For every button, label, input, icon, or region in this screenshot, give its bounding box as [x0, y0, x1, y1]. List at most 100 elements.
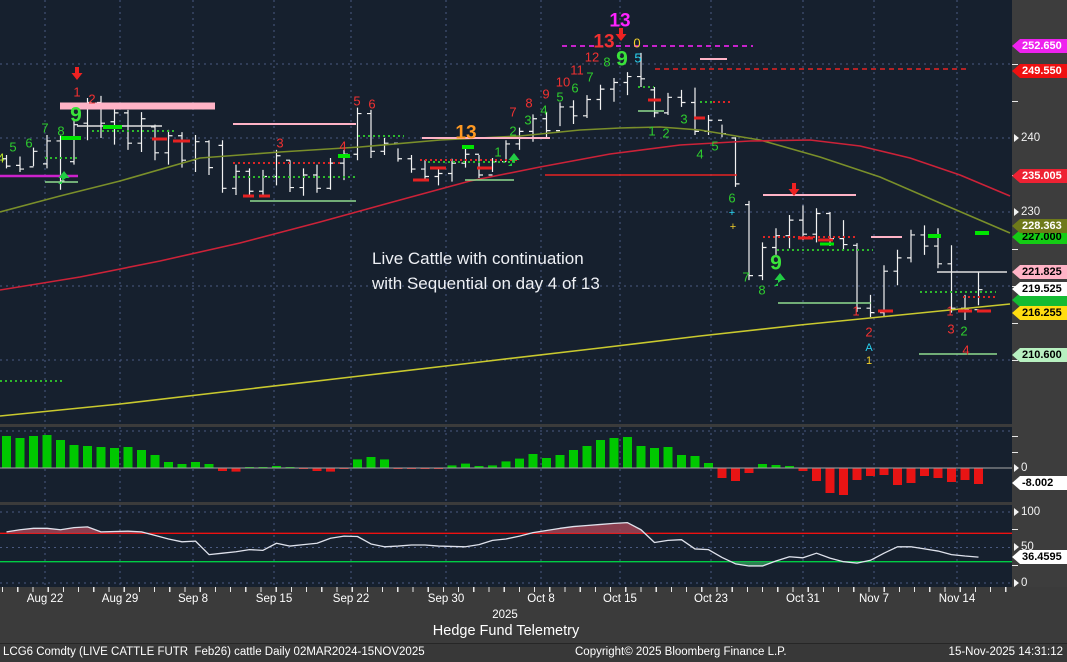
axis-tick-label: 100 — [1014, 506, 1040, 518]
axis-tick — [1012, 248, 1018, 250]
price-bar — [232, 164, 240, 195]
ma-red — [0, 139, 1011, 291]
seq-count: 3 — [680, 112, 687, 127]
x-axis-label: Sep 15 — [255, 593, 293, 605]
volume-bar — [731, 468, 740, 481]
price-bar — [245, 168, 254, 196]
volume-bar — [501, 461, 511, 468]
price-level-badge: -8.002 — [1012, 476, 1067, 490]
tick-arrow-icon — [1014, 133, 1019, 142]
volume-bar — [29, 436, 38, 468]
seq-count: 4 — [696, 147, 703, 162]
axis-tick — [1012, 285, 1018, 287]
volume-bar — [933, 468, 943, 478]
volume-bar — [177, 464, 187, 468]
price-bar — [2, 155, 11, 169]
price-level-badge: 228.363 — [1012, 219, 1067, 233]
price-level-badge: 221.825 — [1012, 265, 1067, 279]
volume-bar — [798, 468, 808, 471]
seq-count: 2 — [509, 124, 516, 139]
x-axis-label: Oct 15 — [603, 593, 637, 605]
seq-count: + — [729, 207, 735, 219]
seq-count: 6 — [571, 81, 578, 96]
seq-count: 6 — [368, 97, 375, 112]
volume-bar — [609, 438, 619, 468]
volume-bar — [623, 437, 632, 468]
volume-bar — [164, 462, 173, 468]
axis-tick — [1012, 100, 1018, 102]
price-bar — [853, 243, 861, 312]
x-axis-label: Sep 8 — [177, 593, 209, 605]
arrow-up-icon — [508, 153, 520, 166]
seq-count: 8 — [603, 55, 610, 70]
volume-bar — [582, 446, 592, 468]
volume-bar — [947, 468, 956, 482]
x-axis-label: Nov 14 — [938, 593, 976, 605]
volume-bar — [461, 463, 470, 468]
volume-bar — [380, 459, 389, 468]
price-level-badge: 252.650 — [1012, 39, 1067, 53]
seq-count: 10 — [556, 75, 570, 90]
price-axis-strip[interactable]: 240 230 0 100 50 0 227.000 252.650 249.550 235.00… — [1012, 0, 1067, 588]
volume-bar — [812, 468, 821, 481]
price-bar — [353, 107, 362, 161]
seq-count: 7 — [742, 270, 749, 285]
volume-bar — [123, 447, 133, 468]
volume-bar — [326, 468, 335, 472]
price-bar — [637, 52, 645, 87]
price-level-badge: 216.255 — [1012, 306, 1067, 320]
volume-bar — [839, 468, 848, 495]
time-axis-strip: Aug 22 Aug 29 Sep 8 Sep 15 Sep 22 Sep 30 Oct 8… — [0, 587, 1067, 662]
seq-count: 11 — [570, 63, 584, 78]
price-bar — [218, 140, 227, 193]
volume-bar — [636, 446, 646, 468]
volume-bar — [2, 436, 11, 468]
panel-separator — [0, 502, 1012, 505]
arrow-down-icon — [615, 28, 627, 41]
volume-bar — [717, 468, 727, 478]
year-label: 2025 — [492, 609, 518, 621]
price-bar — [461, 148, 470, 168]
price-bar — [475, 153, 483, 178]
status-bar: LCG6 Comdty (LIVE CATTLE FUTR Feb26) cat… — [0, 643, 1067, 662]
seq-count: 6 — [25, 136, 32, 151]
seq-count: 0 — [633, 36, 640, 51]
security-description: LCG6 Comdty (LIVE CATTLE FUTR Feb26) cat… — [3, 646, 425, 658]
seq-count: 3 — [276, 136, 283, 151]
price-level-badge: 249.550 — [1012, 64, 1067, 78]
seq-count: 7 — [586, 70, 593, 85]
axis-tick-label: 230 — [1014, 206, 1040, 218]
price-bar — [380, 138, 389, 156]
seq-count: 9 — [616, 47, 628, 70]
seq-count: 5 — [353, 94, 360, 109]
seq-count: 3 — [947, 322, 954, 337]
seq-count: 9 — [70, 103, 82, 126]
arrow-down-icon — [71, 67, 83, 80]
seq-count: 7 — [41, 121, 48, 136]
seq-count: 8 — [758, 283, 765, 298]
seq-count: 9 — [542, 87, 549, 102]
volume-bar — [312, 468, 322, 471]
price-bar — [434, 168, 443, 186]
volume-bar — [785, 466, 794, 468]
seq-count: 13 — [593, 32, 614, 53]
x-axis-label: Aug 22 — [26, 593, 64, 605]
volume-bar — [110, 448, 119, 468]
price-bar — [583, 95, 591, 119]
seq-count: 2 — [865, 325, 872, 340]
volume-bar — [596, 440, 605, 468]
seq-count: 7 — [509, 105, 516, 120]
seq-count: 1 — [946, 304, 953, 319]
x-axis-label: Nov 7 — [858, 593, 890, 605]
price-bar — [610, 78, 618, 102]
price-bar — [893, 249, 902, 286]
x-axis-label: Oct 8 — [527, 593, 555, 605]
volume-bar — [56, 440, 65, 468]
price-level-badge: 219.525 — [1012, 282, 1067, 296]
price-bar — [772, 228, 780, 255]
price-bar — [151, 124, 159, 161]
volume-bar — [69, 445, 79, 468]
axis-tick — [1012, 528, 1018, 530]
